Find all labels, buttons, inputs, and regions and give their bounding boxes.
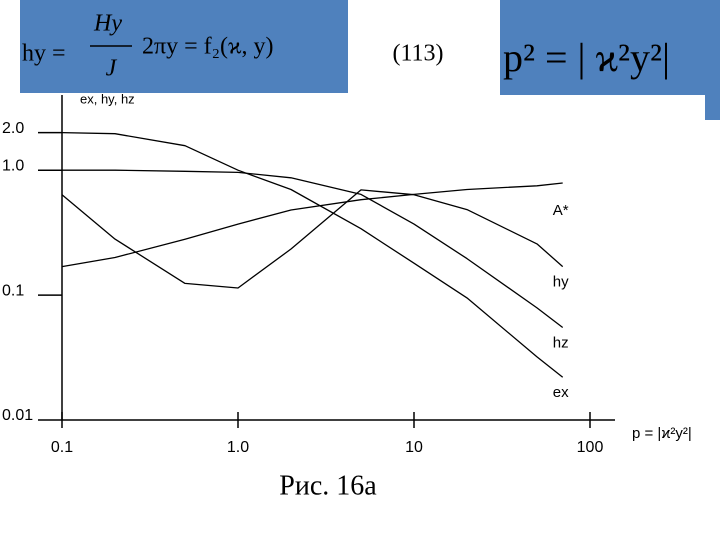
series-label: ex bbox=[553, 384, 569, 401]
formula-lhs: hy = bbox=[22, 41, 66, 67]
x-axis-label: p = |ϰ²y²| bbox=[632, 425, 692, 442]
caption: Рис. 16а bbox=[279, 470, 377, 501]
formula-box bbox=[500, 0, 720, 120]
equation-number: (113) bbox=[392, 41, 443, 67]
series-label: hy bbox=[553, 274, 569, 291]
series-label: A* bbox=[553, 202, 569, 219]
line-series bbox=[61, 131, 564, 378]
formula-denominator: J bbox=[106, 56, 118, 82]
formula-rhs: 2πy = f₂(ϰ, y) bbox=[142, 34, 273, 60]
formula-right: p² = | ϰ²y²| bbox=[503, 35, 670, 80]
x-tick-label: 1.0 bbox=[227, 439, 249, 456]
line-series bbox=[61, 189, 564, 289]
x-tick-label: 100 bbox=[577, 439, 604, 456]
series-label: hz bbox=[553, 334, 569, 351]
formula-numerator: Hy bbox=[93, 11, 122, 37]
y-tick-label: 0.01 bbox=[2, 407, 33, 424]
y-tick-label: 1.0 bbox=[2, 157, 24, 174]
y-tick-label: 2.0 bbox=[2, 120, 24, 137]
line-series bbox=[61, 182, 563, 268]
x-tick-label: 0.1 bbox=[51, 439, 73, 456]
x-tick-label: 10 bbox=[405, 439, 423, 456]
y-tick-label: 0.1 bbox=[2, 282, 24, 299]
y-axis-label: ex, hy, hz bbox=[80, 91, 135, 106]
line-series bbox=[62, 169, 564, 329]
formula-box bbox=[20, 0, 348, 93]
